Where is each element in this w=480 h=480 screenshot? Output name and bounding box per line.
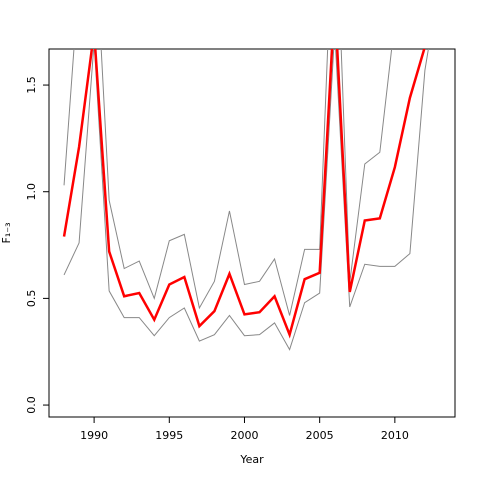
plot-area (62, 49, 429, 351)
y-tick-label: 1.0 (25, 183, 38, 201)
x-tick-label: 2000 (230, 429, 258, 442)
y-axis-label: F₁₋₃ (0, 223, 13, 244)
series-line (62, 49, 426, 339)
x-tick-label: 2005 (306, 429, 334, 442)
y-tick-label: 0.5 (25, 290, 38, 308)
x-tick-label: 2010 (381, 429, 409, 442)
y-tick-label: 1.5 (25, 76, 38, 94)
series-line (63, 49, 393, 316)
x-tick-label: 1990 (80, 429, 108, 442)
x-axis-label: Year (239, 453, 264, 466)
y-tick-label: 0.0 (25, 396, 38, 414)
series-line (63, 49, 429, 351)
plot-frame (48, 48, 456, 418)
x-tick-label: 1995 (155, 429, 183, 442)
